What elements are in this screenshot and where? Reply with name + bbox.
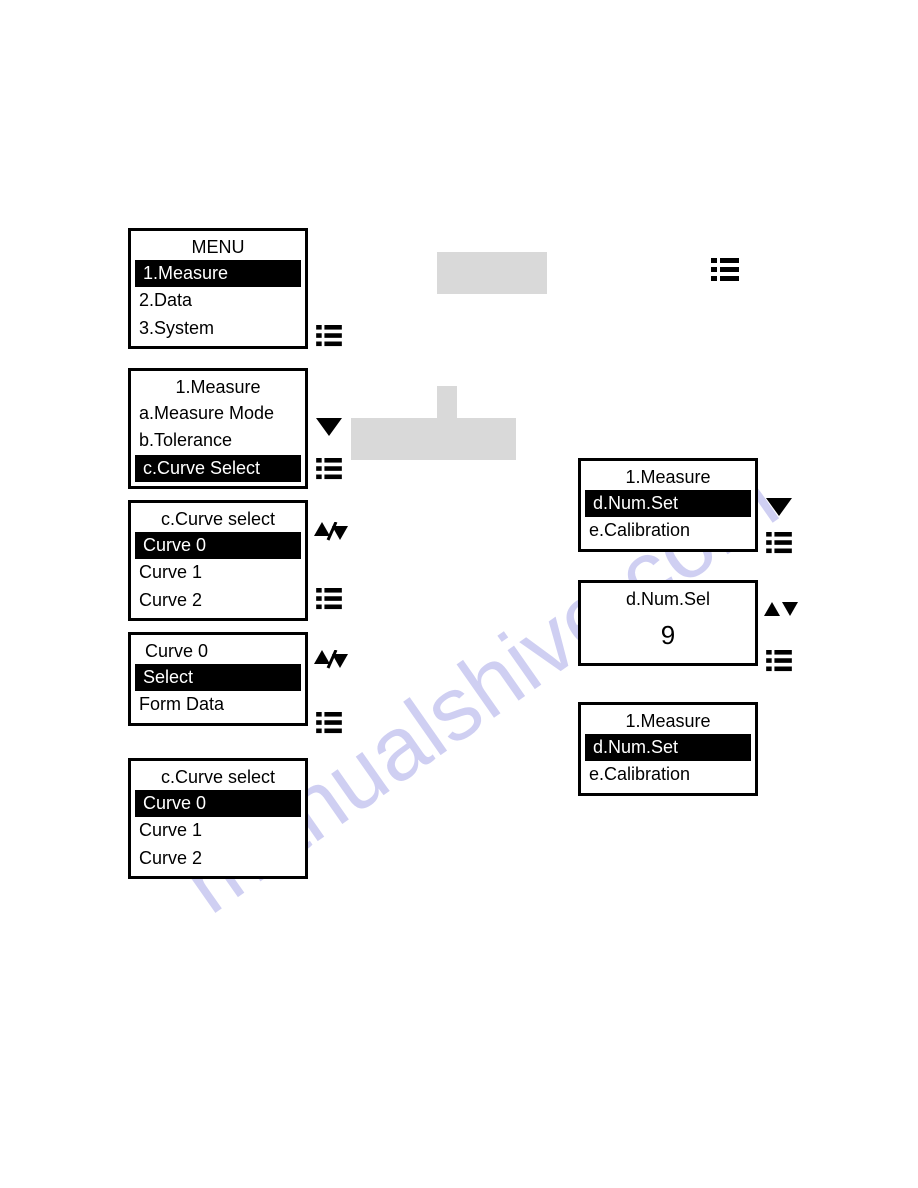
panel-num-sel: d.Num.Sel 9: [578, 580, 758, 666]
panel-curve-select: c.Curve select Curve 0 Curve 1 Curve 2: [128, 500, 308, 621]
panel-measure-abc: 1.Measure a.Measure Mode b.Tolerance c.C…: [128, 368, 308, 489]
panel-title: c.Curve select: [131, 765, 305, 790]
menu-item-select[interactable]: Select: [135, 664, 301, 691]
menu-item-curve1[interactable]: Curve 1: [131, 559, 305, 586]
menu-list-icon: [711, 258, 739, 287]
menu-item-calibration[interactable]: e.Calibration: [581, 761, 755, 788]
menu-list-icon: [316, 325, 342, 352]
menu-list-icon: [766, 532, 792, 559]
gray-box: [437, 386, 457, 420]
menu-item-num-set[interactable]: d.Num.Set: [585, 490, 751, 517]
panel-title: MENU: [131, 235, 305, 260]
menu-item-data[interactable]: 2.Data: [131, 287, 305, 314]
menu-item-curve2[interactable]: Curve 2: [131, 845, 305, 872]
menu-list-icon: [316, 458, 342, 485]
menu-item-curve1[interactable]: Curve 1: [131, 817, 305, 844]
menu-item-system[interactable]: 3.System: [131, 315, 305, 342]
panel-curve-select: c.Curve select Curve 0 Curve 1 Curve 2: [128, 758, 308, 879]
panel-menu: MENU 1.Measure 2.Data 3.System: [128, 228, 308, 349]
panel-curve0: Curve 0 Select Form Data: [128, 632, 308, 726]
menu-item-measure-mode[interactable]: a.Measure Mode: [131, 400, 305, 427]
panel-title: 1.Measure: [131, 375, 305, 400]
menu-list-icon: [316, 712, 342, 739]
panel-title: 1.Measure: [581, 465, 755, 490]
panel-title: Curve 0: [131, 639, 305, 664]
menu-list-icon: [316, 588, 342, 615]
panel-title: d.Num.Sel: [581, 587, 755, 612]
menu-item-curve-select[interactable]: c.Curve Select: [135, 455, 301, 482]
triangle-down-icon: [766, 498, 792, 521]
triangles-up-down-icon: [764, 600, 798, 625]
menu-item-curve2[interactable]: Curve 2: [131, 587, 305, 614]
menu-item-tolerance[interactable]: b.Tolerance: [131, 427, 305, 454]
gray-box: [437, 252, 547, 294]
panel-title: c.Curve select: [131, 507, 305, 532]
menu-item-form-data[interactable]: Form Data: [131, 691, 305, 718]
menu-item-num-set[interactable]: d.Num.Set: [585, 734, 751, 761]
menu-list-icon: [766, 650, 792, 677]
panel-title: 1.Measure: [581, 709, 755, 734]
menu-item-curve0[interactable]: Curve 0: [135, 790, 301, 817]
menu-item-measure[interactable]: 1.Measure: [135, 260, 301, 287]
triangles-up-down-slash-icon: [314, 522, 348, 547]
menu-item-curve0[interactable]: Curve 0: [135, 532, 301, 559]
gray-box: [351, 418, 516, 460]
panel-measure-de: 1.Measure d.Num.Set e.Calibration: [578, 702, 758, 796]
triangle-down-icon: [316, 418, 342, 441]
num-sel-value: 9: [581, 612, 755, 659]
triangles-up-down-slash-icon: [314, 650, 348, 675]
panel-measure-de: 1.Measure d.Num.Set e.Calibration: [578, 458, 758, 552]
menu-item-calibration[interactable]: e.Calibration: [581, 517, 755, 544]
